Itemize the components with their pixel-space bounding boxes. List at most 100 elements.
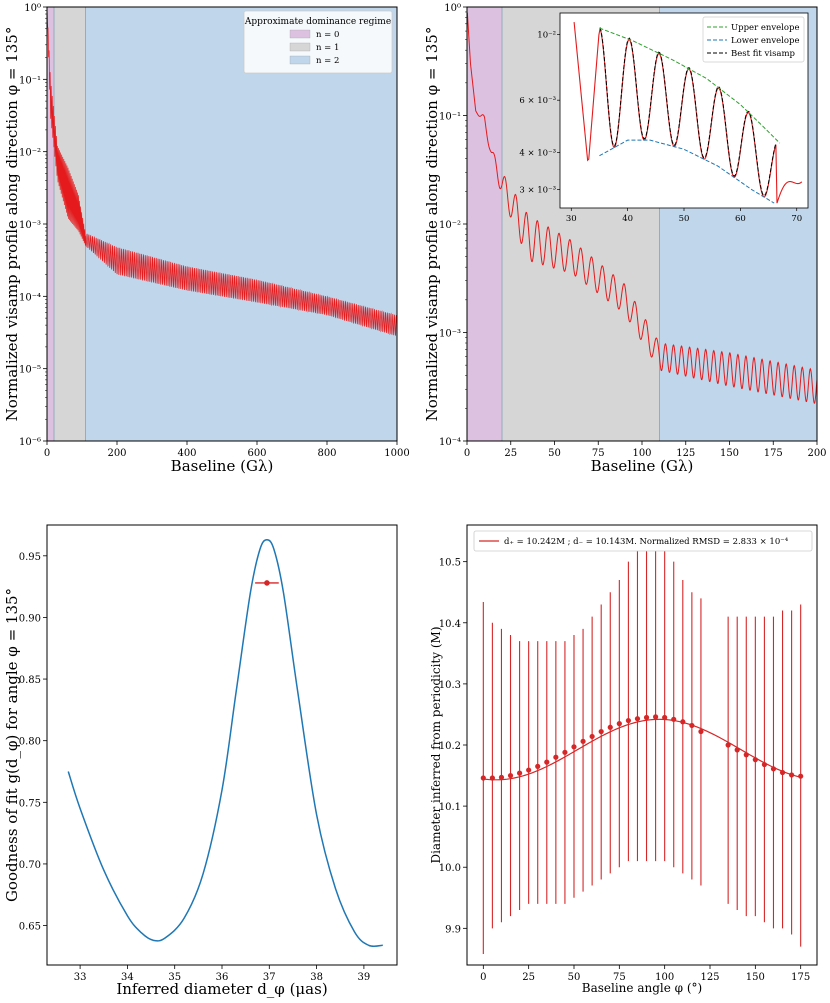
y-tick-label: 10⁻¹ — [19, 75, 41, 86]
x-tick-label: 33 — [74, 972, 87, 983]
y-tick-label: 9.9 — [445, 924, 461, 935]
data-point-7 — [544, 759, 550, 765]
data-point-19 — [653, 714, 659, 720]
data-point-15 — [616, 721, 622, 727]
data-point-25 — [725, 742, 731, 748]
x-axis-label: Baseline (Gλ) — [591, 457, 694, 475]
data-point-20 — [662, 714, 668, 721]
inset-upper-envelope-line — [599, 27, 781, 144]
x-tick-label: 200 — [107, 448, 126, 459]
y-tick-label: 0.65 — [19, 922, 41, 933]
y-tick-label: 10.1 — [439, 802, 461, 813]
data-point-1 — [489, 775, 495, 781]
inset-y-tick-label: 3 × 10⁻³ — [519, 186, 556, 196]
data-point-29 — [761, 761, 768, 768]
y-tick-label: 0.70 — [19, 860, 41, 871]
x-tick-label: 100 — [632, 448, 651, 459]
x-tick-label: 125 — [676, 448, 695, 459]
data-point-4 — [516, 770, 523, 776]
inset-y-tick-label: 6 × 10⁻³ — [519, 96, 556, 106]
data-point-23 — [689, 722, 695, 729]
visamp-profile-line — [46, 11, 398, 336]
legend-swatch-1 — [289, 42, 311, 52]
legend-label: n = 1 — [316, 43, 339, 53]
legend-swatch-0 — [289, 29, 311, 39]
y-tick-label: 0.90 — [19, 613, 41, 624]
y-axis-label: Goodness of fit g(d_φ) for angle φ = 135… — [3, 588, 21, 902]
legend-box — [473, 530, 813, 552]
inset-legend-box — [702, 16, 805, 63]
y-tick-label: 0.95 — [19, 552, 41, 563]
x-tick-label: 600 — [247, 448, 266, 459]
inset-plot: 30 40 50 60 70 3 × 10⁻³ 4 × 10⁻³ 6 × 10⁻³ 10⁻² Up… — [519, 12, 809, 224]
x-axis-label: Baseline (Gλ) — [171, 457, 274, 475]
data-point-30 — [770, 766, 777, 772]
data-point-32 — [789, 772, 795, 778]
data-point-6 — [535, 763, 541, 769]
x-tick-label: 35 — [168, 972, 181, 983]
x-tick-label: 0 — [464, 448, 470, 459]
y-tick-label: 10.4 — [439, 619, 461, 630]
data-point-2 — [498, 774, 505, 780]
x-tick-label: 39 — [358, 972, 371, 983]
y-axis-label: Diameter inferred from periodicity (M) — [429, 626, 443, 863]
x-tick-label: 75 — [613, 972, 626, 983]
axes-frame — [46, 524, 398, 966]
data-point-5 — [526, 767, 532, 773]
data-point-0 — [480, 775, 486, 781]
x-tick-label: 125 — [700, 972, 719, 983]
y-tick-label: 10⁻⁶ — [19, 437, 41, 448]
x-tick-label: 175 — [764, 448, 783, 459]
data-point-26 — [734, 747, 740, 753]
data-point-16 — [625, 717, 631, 724]
y-tick-label: 10.0 — [439, 863, 461, 874]
y-tick-label: 10⁻⁴ — [19, 292, 41, 303]
inset-x-tick-label: 70 — [791, 214, 802, 224]
y-tick-label: 10⁻² — [19, 148, 41, 159]
data-point-14 — [607, 724, 613, 730]
legend-title: Approximate dominance regime — [244, 17, 391, 27]
goodness-of-fit-curve — [67, 539, 383, 948]
data-point-33 — [798, 773, 804, 779]
data-point-3 — [507, 772, 514, 779]
y-tick-label: 10⁻² — [439, 220, 461, 231]
x-tick-label: 34 — [121, 972, 134, 983]
x-tick-label: 25 — [504, 448, 517, 459]
x-tick-label: 400 — [177, 448, 196, 459]
x-tick-label: 36 — [216, 972, 229, 983]
inset-x-tick-label: 60 — [735, 214, 746, 224]
y-tick-label: 10.5 — [439, 558, 461, 569]
x-tick-label: 38 — [310, 972, 323, 983]
regime-legend: Approximate dominance regime n = 0 n = 1 n … — [243, 10, 393, 74]
data-point-22 — [680, 719, 686, 725]
data-point-27 — [743, 752, 749, 758]
panel-visamp-full: 0 200 400 600 800 1000 10⁻⁶ 10⁻⁵ 10⁻⁴ 10⁻³ 10⁻² 10⁻… — [3, 3, 410, 475]
x-axis-label: Baseline angle φ (°) — [582, 981, 702, 995]
x-tick-label: 1000 — [384, 448, 409, 459]
best-fit-marker — [264, 580, 270, 586]
inset-y-tick-label: 10⁻² — [537, 30, 556, 40]
y-tick-label: 0.80 — [19, 737, 41, 748]
regime-band-0 — [47, 7, 54, 441]
data-point-12 — [589, 733, 595, 740]
y-tick-label: 0.85 — [19, 675, 41, 686]
inset-x-tick-label: 40 — [622, 214, 633, 224]
data-point-13 — [598, 728, 604, 735]
y-tick-label: 10⁻¹ — [439, 112, 461, 123]
y-tick-label: 10.2 — [439, 741, 461, 752]
inset-legend-label: Best fit visamp — [731, 49, 796, 59]
x-tick-label: 37 — [263, 972, 276, 983]
x-tick-label: 50 — [548, 448, 561, 459]
y-tick-label: 0.75 — [19, 798, 41, 809]
x-tick-label: 50 — [568, 972, 581, 983]
x-tick-label: 200 — [807, 448, 826, 459]
legend-swatch-2 — [289, 55, 311, 65]
data-point-18 — [643, 714, 650, 721]
data-point-31 — [779, 769, 786, 776]
inset-y-tick-label: 4 × 10⁻³ — [519, 148, 556, 158]
legend-label: d₊ = 10.242M ; d₋ = 10.143M. Normalized … — [504, 537, 789, 547]
regime-band-2 — [85, 7, 397, 441]
fit-legend: d₊ = 10.242M ; d₋ = 10.143M. Normalized … — [473, 530, 813, 552]
y-tick-label: 10⁻³ — [19, 220, 41, 231]
x-tick-label: 75 — [592, 448, 605, 459]
